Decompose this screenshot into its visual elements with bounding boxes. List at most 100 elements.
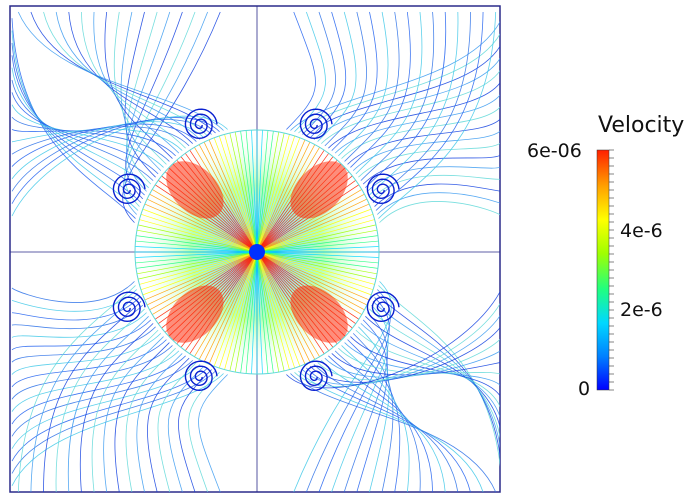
outer-streamline	[358, 142, 500, 178]
colorbar-title: Velocity	[598, 113, 685, 138]
radial-streamline	[256, 251, 285, 372]
radial-streamline	[256, 130, 263, 253]
outer-streamline	[157, 362, 197, 492]
radial-streamline	[256, 246, 379, 253]
radial-streamline	[256, 198, 368, 253]
radial-streamline	[256, 139, 306, 253]
outer-streamline	[293, 281, 392, 492]
outer-streamline	[17, 285, 136, 492]
outer-streamline	[372, 301, 500, 450]
outer-streamline	[302, 11, 336, 135]
radial-streamline	[256, 251, 274, 373]
high-velocity-region	[290, 161, 348, 219]
radial-streamline	[256, 203, 370, 253]
inclusion-disk	[134, 129, 380, 375]
outer-streamline	[290, 20, 500, 131]
radial-streamline	[149, 193, 258, 253]
radial-streamline	[256, 193, 365, 253]
outer-streamline	[347, 118, 500, 165]
radial-streamline	[256, 251, 378, 269]
radial-streamline	[256, 251, 368, 306]
radial-streamline	[251, 251, 258, 374]
outer-streamline	[11, 79, 154, 181]
radial-streamline	[256, 251, 311, 363]
radial-streamline	[140, 213, 258, 253]
radial-streamline	[256, 144, 316, 253]
radial-streamline	[213, 251, 258, 367]
high-velocity-region	[166, 285, 224, 343]
radial-streamline	[256, 251, 320, 357]
radial-streamline	[137, 251, 258, 280]
radial-streamline	[256, 251, 379, 264]
vortex	[299, 360, 333, 392]
colorbar-tick-4e-6: 4e-6	[620, 220, 663, 242]
radial-streamline	[213, 137, 258, 253]
outer-streamline	[374, 183, 500, 207]
radial-streamline	[140, 251, 258, 291]
colorbar	[596, 149, 610, 391]
outer-streamline	[344, 342, 500, 386]
outer-streamline	[355, 329, 500, 408]
radial-streamline	[218, 251, 258, 369]
outer-streamline	[30, 11, 216, 134]
outer-streamline	[11, 345, 173, 400]
radial-streamline	[203, 141, 258, 253]
outer-streamline	[81, 11, 186, 149]
radial-streamline	[256, 251, 362, 315]
vortex	[184, 360, 218, 392]
vortices	[112, 108, 400, 392]
outer-streamline	[309, 326, 500, 383]
disk-center	[249, 244, 265, 260]
radial-streamline	[256, 134, 290, 253]
outer-streamline	[355, 11, 423, 175]
radial-streamline	[256, 240, 379, 253]
radial-streamline	[251, 130, 258, 253]
outer-streamline	[365, 11, 447, 188]
radial-streamline	[256, 251, 280, 373]
colorbar-tick-zero: 0	[578, 378, 591, 400]
radial-streamline	[149, 251, 258, 311]
outer-streamline	[55, 308, 145, 492]
radial-streamline	[142, 208, 258, 253]
outer-streamline	[290, 373, 497, 492]
outer-streamline	[11, 92, 159, 175]
radial-streamline	[256, 132, 285, 253]
radial-streamline	[234, 251, 258, 373]
outer-streamline	[286, 11, 316, 130]
outer-streamline	[352, 333, 394, 492]
outer-streamline	[286, 290, 500, 389]
outer-streamline	[11, 117, 220, 204]
radial-streamline	[208, 251, 258, 365]
radial-streamline	[142, 251, 258, 296]
radial-streamline	[208, 139, 258, 253]
outer-streamline	[331, 11, 378, 151]
radial-streamline	[256, 137, 301, 253]
outer-streamline	[11, 373, 224, 486]
outer-streamline	[369, 308, 500, 440]
outer-streamline	[113, 11, 167, 165]
outer-streamline	[11, 123, 197, 167]
radial-streamline	[256, 147, 320, 253]
outer-streamline	[198, 374, 228, 492]
radial-streamline	[240, 251, 258, 373]
radial-streamline	[256, 135, 296, 253]
vortex	[112, 173, 146, 205]
radial-streamline	[136, 229, 258, 253]
outer-streamline	[188, 372, 220, 492]
radial-streamline	[135, 251, 258, 258]
outer-streamline	[362, 154, 500, 185]
radial-streamline	[139, 251, 258, 285]
radial-streamline	[194, 147, 258, 253]
outer-streamline	[147, 357, 190, 492]
radial-streamline	[245, 251, 258, 374]
radial-streamline	[152, 189, 258, 253]
radial-streamline	[256, 251, 290, 370]
outer-streamline	[379, 201, 500, 223]
outer-streamline	[294, 302, 500, 387]
radial-streamline	[256, 224, 377, 253]
outer-streamline	[347, 339, 401, 492]
outer-streamline	[93, 11, 180, 154]
outer-streamline	[123, 11, 209, 215]
radial-streamline	[234, 131, 258, 253]
radial-streamline	[135, 251, 258, 264]
